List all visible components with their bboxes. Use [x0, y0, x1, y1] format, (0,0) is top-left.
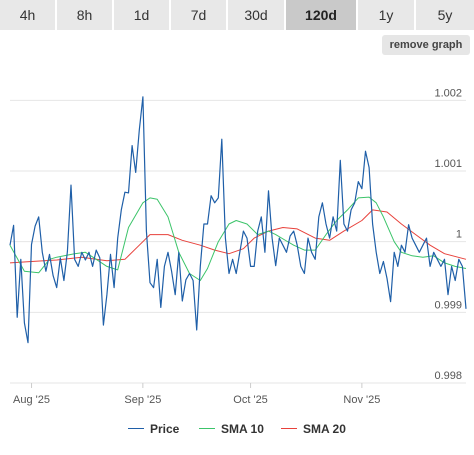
timeframe-tabs: 4h 8h 1d 7d 30d 120d 1y 5y: [0, 0, 474, 30]
y-tick-label: 1.001: [434, 158, 462, 170]
series-sma20-line: [9, 209, 467, 264]
x-tick-label: Sep '25: [124, 394, 161, 406]
x-tick-label: Nov '25: [343, 394, 380, 406]
legend-sma10-label: SMA 10: [221, 422, 264, 436]
series-sma10-line: [9, 196, 467, 281]
x-tick-label: Aug '25: [13, 394, 50, 406]
tab-1y[interactable]: 1y: [358, 0, 416, 30]
tab-8h[interactable]: 8h: [57, 0, 114, 30]
y-tick-label: 0.999: [434, 299, 462, 311]
legend-sma10-swatch: [199, 428, 215, 430]
legend-price[interactable]: Price: [128, 418, 179, 440]
remove-graph-button[interactable]: remove graph: [382, 35, 470, 55]
legend-price-swatch: [128, 428, 144, 430]
tab-30d[interactable]: 30d: [228, 0, 286, 30]
tab-1d[interactable]: 1d: [114, 0, 171, 30]
series-price-line: [9, 96, 467, 344]
tab-7d[interactable]: 7d: [171, 0, 228, 30]
tab-120d[interactable]: 120d: [286, 0, 358, 30]
legend-sma10[interactable]: SMA 10: [199, 418, 264, 440]
legend-price-label: Price: [150, 422, 180, 436]
legend-sma20-label: SMA 20: [303, 422, 346, 436]
y-tick-label: 1: [456, 229, 462, 241]
x-tick-label: Oct '25: [233, 394, 268, 406]
chart-legend: Price SMA 10 SMA 20: [0, 418, 474, 440]
y-tick-label: 0.998: [434, 370, 462, 382]
y-tick-label: 1.002: [434, 87, 462, 99]
legend-sma20-swatch: [281, 428, 297, 430]
legend-sma20[interactable]: SMA 20: [281, 418, 346, 440]
price-chart: 0.998 0.999 1 1.001 1.002 Aug '25 Sep '25 Oct '…: [9, 87, 467, 406]
tab-4h[interactable]: 4h: [0, 0, 57, 30]
tab-5y[interactable]: 5y: [416, 0, 474, 30]
